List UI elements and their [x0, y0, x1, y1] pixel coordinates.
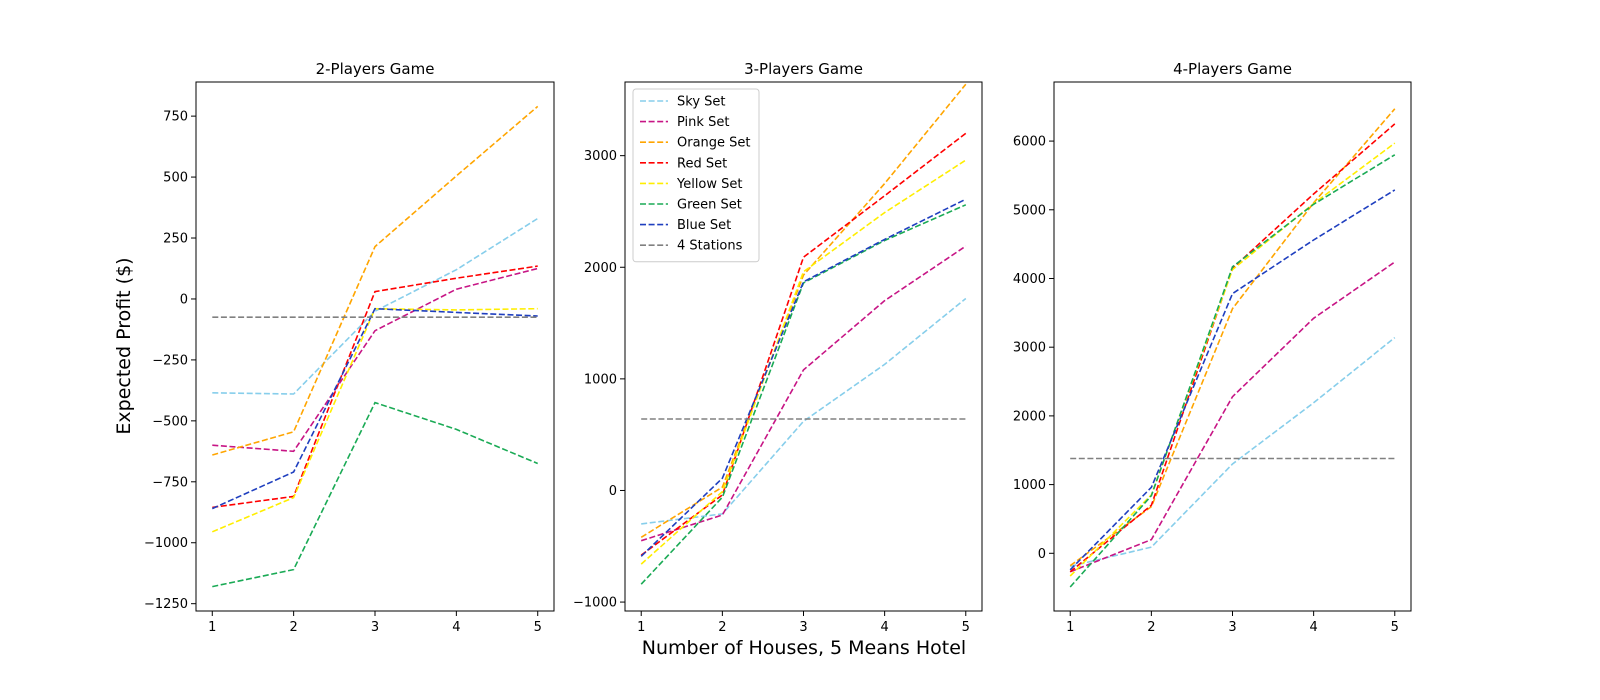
y-tick-label: 1000	[1013, 478, 1046, 493]
legend-entry: Green Set	[677, 198, 742, 213]
y-tick-label: 3000	[584, 149, 617, 164]
y-tick-label: 1000	[584, 372, 617, 387]
series-line-orange-set	[640, 83, 967, 538]
series-line-pink-set	[212, 267, 538, 453]
y-tick-label: 250	[163, 232, 188, 247]
legend-entry: Blue Set	[677, 218, 731, 233]
series-line-green-set	[1069, 154, 1396, 588]
y-tick-label: 0	[609, 484, 617, 499]
x-tick-label: 4	[452, 620, 460, 635]
x-tick-label: 4	[880, 620, 888, 635]
y-tick-label: 2000	[584, 261, 617, 276]
series-line-orange-set	[212, 105, 539, 456]
y-tick-label: −750	[152, 475, 188, 490]
x-tick-label: 2	[1147, 620, 1155, 635]
x-tick-label: 3	[799, 620, 807, 635]
x-tick-label: 1	[637, 620, 645, 635]
series-line-yellow-set	[640, 159, 967, 565]
y-tick-label: −1000	[573, 596, 617, 611]
series-line-blue-set	[211, 307, 538, 510]
y-axis-label: Expected Profit ($)	[113, 257, 135, 434]
series-line-green-set	[212, 401, 539, 588]
y-tick-label: −500	[152, 414, 188, 429]
y-tick-label: 2000	[1013, 409, 1046, 424]
series-line-sky-set	[1070, 336, 1396, 568]
x-tick-label: 5	[534, 620, 542, 635]
panel-title: 2-Players Game	[316, 60, 435, 78]
x-tick-label: 5	[962, 620, 970, 635]
legend-entry: Pink Set	[677, 115, 729, 130]
series-line-pink-set	[640, 245, 967, 542]
y-tick-label: −250	[152, 353, 188, 368]
x-tick-label: 5	[1391, 620, 1399, 635]
panel-title: 3-Players Game	[744, 60, 863, 78]
y-tick-label: 0	[180, 292, 188, 307]
y-tick-label: 0	[1038, 547, 1046, 562]
x-tick-label: 1	[1066, 620, 1074, 635]
series-line-orange-set	[1069, 108, 1396, 567]
legend-box	[632, 88, 760, 263]
x-tick-label: 3	[371, 620, 379, 635]
x-tick-label: 2	[718, 620, 726, 635]
y-tick-label: 5000	[1013, 203, 1046, 218]
panel-2: 3-Players Game 1 2 3 4 5 −1000 0 1000 2000 3000 Sky…	[573, 60, 983, 635]
panel-title: 4-Players Game	[1173, 60, 1292, 78]
panel-3: 4-Players Game 1 2 3 4 5 0 1000 2000 3000 4000 5000…	[1013, 60, 1412, 635]
y-tick-label: 4000	[1013, 272, 1046, 287]
series-line-yellow-set	[1069, 142, 1396, 577]
x-tick-label: 1	[208, 620, 216, 635]
series-line-sky-set	[212, 217, 539, 395]
x-tick-label: 4	[1309, 620, 1317, 635]
y-tick-label: 3000	[1013, 341, 1046, 356]
legend-entry: Red Set	[677, 156, 727, 171]
legend-entry: Yellow Set	[676, 177, 743, 192]
x-tick-label: 2	[289, 620, 297, 635]
legend-entry: Sky Set	[677, 95, 726, 110]
series-line-sky-set	[641, 297, 967, 525]
series-line-red-set	[212, 265, 538, 509]
y-tick-label: 6000	[1013, 135, 1046, 150]
panel-1: 2-Players Game 1 2 3 4 5 −1250 −1000 −750 −500 −25…	[144, 60, 555, 635]
x-tick-label: 3	[1228, 620, 1236, 635]
y-tick-label: −1250	[144, 597, 188, 612]
y-tick-label: 750	[163, 110, 188, 125]
x-axis-label: Number of Houses, 5 Means Hotel	[642, 637, 966, 659]
y-tick-label: 500	[163, 171, 188, 186]
legend: Sky Set Pink Set Orange Set Red Set Yellow S…	[632, 88, 760, 263]
y-tick-label: −1000	[144, 536, 188, 551]
legend-entry: Orange Set	[677, 136, 751, 151]
series-line-pink-set	[1069, 261, 1396, 573]
legend-entry: 4 Stations	[677, 239, 743, 254]
